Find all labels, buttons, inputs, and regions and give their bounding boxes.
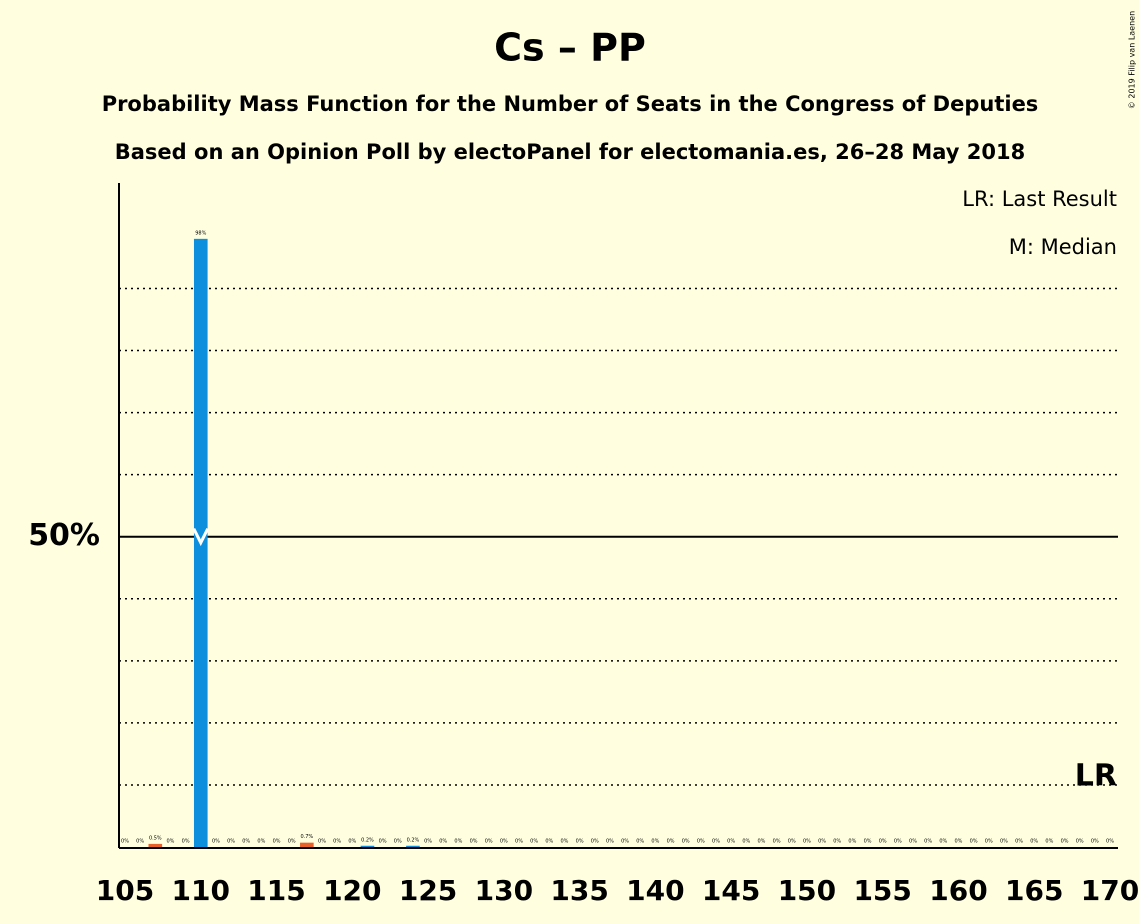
value-label: 0% [1061,839,1069,845]
value-label: 0% [318,839,326,845]
value-label: 0% [470,839,478,845]
value-label: 0% [909,839,917,845]
x-tick-label: 165 [1005,874,1063,907]
x-tick-label: 115 [247,874,305,907]
value-label: 0% [1000,839,1008,845]
value-label: 0% [621,839,629,845]
x-tick-label: 120 [323,874,381,907]
x-tick-label: 140 [626,874,684,907]
value-label: 0% [273,839,281,845]
bar [148,843,163,847]
x-tick-label: 105 [96,874,154,907]
value-label: 0.5% [149,835,162,841]
value-label: 0% [833,839,841,845]
value-label: 0% [121,839,129,845]
value-label: 0.2% [361,837,374,843]
value-label: 0% [591,839,599,845]
value-label: 0% [651,839,659,845]
chart-title: Cs – PP [494,26,646,70]
value-label: 0% [257,839,265,845]
value-label: 0% [242,839,250,845]
value-label: 0% [348,839,356,845]
bar [360,845,375,847]
value-label: 0% [727,839,735,845]
value-label: 0.2% [407,837,420,843]
value-label: 0.7% [300,834,313,840]
value-label: 0% [1015,839,1023,845]
value-label: 0% [500,839,508,845]
x-tick-label: 160 [929,874,987,907]
value-label: 0% [560,839,568,845]
value-label: 0% [606,839,614,845]
value-label: 0% [515,839,523,845]
value-label: 0% [485,839,493,845]
value-label: 0% [182,839,190,845]
x-tick-label: 135 [550,874,608,907]
value-label: 0% [864,839,872,845]
x-tick-label: 130 [475,874,533,907]
value-label: 0% [697,839,705,845]
value-label: 0% [288,839,296,845]
value-label: 0% [939,839,947,845]
value-label: 0% [636,839,644,845]
value-label: 0% [454,839,462,845]
x-tick-label: 155 [853,874,911,907]
value-label: 0% [773,839,781,845]
value-label: 0% [954,839,962,845]
value-label: 0% [985,839,993,845]
value-label: 0% [757,839,765,845]
subtitle: Probability Mass Function for the Number… [102,92,1039,116]
y-tick-label: 50% [28,518,100,553]
value-label: 0% [333,839,341,845]
value-label: 0% [379,839,387,845]
value-label: 0% [545,839,553,845]
value-label: 0% [424,839,432,845]
value-label: 0% [970,839,978,845]
x-tick-label: 170 [1081,874,1139,907]
subtitle: Based on an Opinion Poll by electoPanel … [115,140,1026,164]
value-label: 0% [924,839,932,845]
value-label: 0% [742,839,750,845]
value-label: 0% [667,839,675,845]
value-label: 0% [212,839,220,845]
x-tick-label: 150 [778,874,836,907]
bar [406,845,420,847]
value-label: 0% [1091,839,1099,845]
value-label: 98% [195,230,206,236]
value-label: 0% [818,839,826,845]
bar [300,842,314,847]
value-label: 0% [530,839,538,845]
legend-entry: M: Median [1009,235,1117,259]
median-marker [192,528,210,547]
value-label: 0% [712,839,720,845]
x-tick-label: 110 [172,874,230,907]
legend-entry: LR: Last Result [962,187,1117,211]
x-tick-label: 125 [399,874,457,907]
value-label: 0% [788,839,796,845]
value-label: 0% [1076,839,1084,845]
value-label: 0% [166,839,174,845]
value-label: 0% [394,839,402,845]
x-tick-label: 145 [702,874,760,907]
value-label: 0% [848,839,856,845]
value-label: 0% [136,839,144,845]
copyright: © 2019 Filip van Laenen [1128,11,1137,109]
last-result-label: LR [1075,759,1117,794]
value-label: 0% [803,839,811,845]
value-label: 0% [1045,839,1053,845]
value-label: 0% [439,839,447,845]
value-label: 0% [682,839,690,845]
value-label: 0% [1030,839,1038,845]
value-label: 0% [879,839,887,845]
value-label: 0% [1106,839,1114,845]
value-label: 0% [227,839,235,845]
value-label: 0% [894,839,902,845]
value-label: 0% [576,839,584,845]
